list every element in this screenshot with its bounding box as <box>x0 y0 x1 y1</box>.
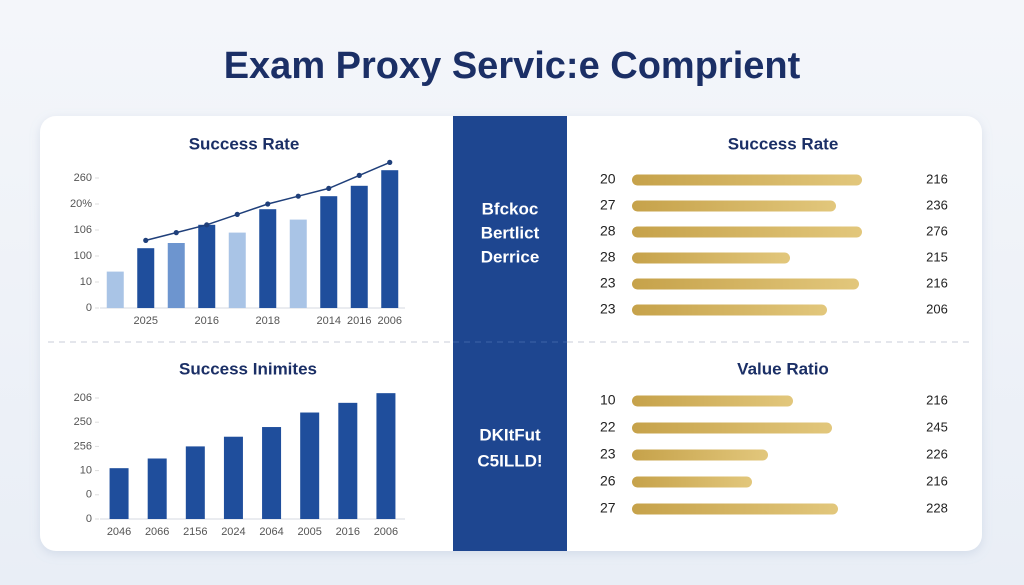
x-tick-label: 2006 <box>374 526 398 538</box>
y-tick-label: 0 <box>86 513 92 525</box>
bar <box>289 219 307 308</box>
trend-point <box>143 237 149 243</box>
bar <box>300 412 320 519</box>
bar <box>109 468 129 519</box>
x-tick-label: 2005 <box>297 526 321 538</box>
bar <box>259 209 277 308</box>
x-tick-label: 2025 <box>134 315 158 327</box>
y-tick-label: 20% <box>70 198 92 210</box>
bar <box>185 446 205 519</box>
trend-point <box>326 185 332 191</box>
row-total: 216 <box>926 473 948 488</box>
bar <box>338 402 358 519</box>
row-total: 226 <box>926 446 948 461</box>
x-tick-label: 2016 <box>336 526 360 538</box>
row-label: 28 <box>600 249 616 265</box>
row-total: 216 <box>926 171 948 186</box>
center-label: C5ILLD! <box>477 451 542 470</box>
bar <box>381 170 399 308</box>
bar <box>632 304 827 316</box>
row-total: 216 <box>926 275 948 290</box>
bar <box>223 436 243 519</box>
row-label: 23 <box>600 301 616 317</box>
x-tick-label: 2066 <box>145 526 169 538</box>
bar <box>632 449 768 461</box>
bar <box>106 271 124 308</box>
y-tick-label: 106 <box>74 224 92 236</box>
center-label: DKItFut <box>479 425 541 444</box>
bar <box>632 476 752 488</box>
bar <box>632 252 790 264</box>
x-tick-label: 2018 <box>256 315 280 327</box>
row-label: 28 <box>600 223 616 239</box>
x-tick-label: 2016 <box>195 315 219 327</box>
x-tick-label: 2046 <box>107 526 131 538</box>
center-label: Bfckoc <box>482 199 539 218</box>
trend-point <box>295 193 301 199</box>
bar <box>228 232 246 308</box>
y-tick-label: 0 <box>86 489 92 501</box>
x-tick-label: 2014 <box>317 315 341 327</box>
center-labels: Bfckoc Bertlict Derrice DKItFut C5ILLD! <box>477 199 542 470</box>
trend-point <box>204 222 210 228</box>
row-label: 10 <box>600 392 616 408</box>
chart-title: Success Inimites <box>179 359 317 378</box>
bar <box>262 427 282 519</box>
x-tick-label: 2024 <box>221 526 245 538</box>
bar <box>147 458 167 519</box>
row-label: 20 <box>600 171 616 187</box>
trend-point <box>356 172 362 178</box>
y-tick-label: 100 <box>74 250 92 262</box>
bar <box>350 185 368 308</box>
x-tick-label: 2064 <box>259 526 283 538</box>
bar <box>632 395 793 407</box>
row-label: 26 <box>600 473 616 489</box>
trend-point <box>173 230 179 236</box>
row-total: 236 <box>926 197 948 212</box>
x-tick-label: 2156 <box>183 526 207 538</box>
row-label: 27 <box>600 500 616 516</box>
x-tick-label: 2006 <box>378 315 402 327</box>
y-tick-label: 260 <box>74 172 92 184</box>
bar <box>167 243 185 308</box>
row-label: 27 <box>600 197 616 213</box>
row-label: 23 <box>600 275 616 291</box>
row-total: 216 <box>926 392 948 407</box>
y-tick-label: 10 <box>80 465 92 477</box>
chart-title: Success Rate <box>189 134 300 153</box>
row-total: 245 <box>926 419 948 434</box>
bar <box>632 200 836 212</box>
row-total: 206 <box>926 301 948 316</box>
y-tick-label: 206 <box>74 392 92 404</box>
row-total: 228 <box>926 500 948 515</box>
trend-point <box>265 201 271 207</box>
x-tick-label: 2016 <box>347 315 371 327</box>
row-total: 215 <box>926 249 948 264</box>
bar <box>632 226 862 238</box>
row-label: 23 <box>600 446 616 462</box>
trend-point <box>234 211 240 217</box>
bar <box>376 393 396 519</box>
y-tick-label: 256 <box>74 440 92 452</box>
center-label: Derrice <box>481 247 540 266</box>
bar <box>632 503 838 515</box>
y-tick-label: 250 <box>74 416 92 428</box>
bar <box>198 224 216 308</box>
bar <box>137 248 155 308</box>
bar <box>632 174 862 186</box>
trend-point <box>387 159 393 165</box>
center-label: Bertlict <box>481 223 540 242</box>
bar <box>632 422 832 434</box>
bar <box>320 196 338 308</box>
page-title: Exam Proxy Servic:e Comprient <box>224 45 801 87</box>
chart-title: Value Ratio <box>737 359 829 378</box>
y-tick-label: 10 <box>80 276 92 288</box>
center-column <box>453 116 567 551</box>
row-total: 276 <box>926 223 948 238</box>
bar <box>632 278 859 290</box>
chart-title: Success Rate <box>728 134 839 153</box>
row-label: 22 <box>600 419 616 435</box>
y-tick-label: 0 <box>86 302 92 314</box>
